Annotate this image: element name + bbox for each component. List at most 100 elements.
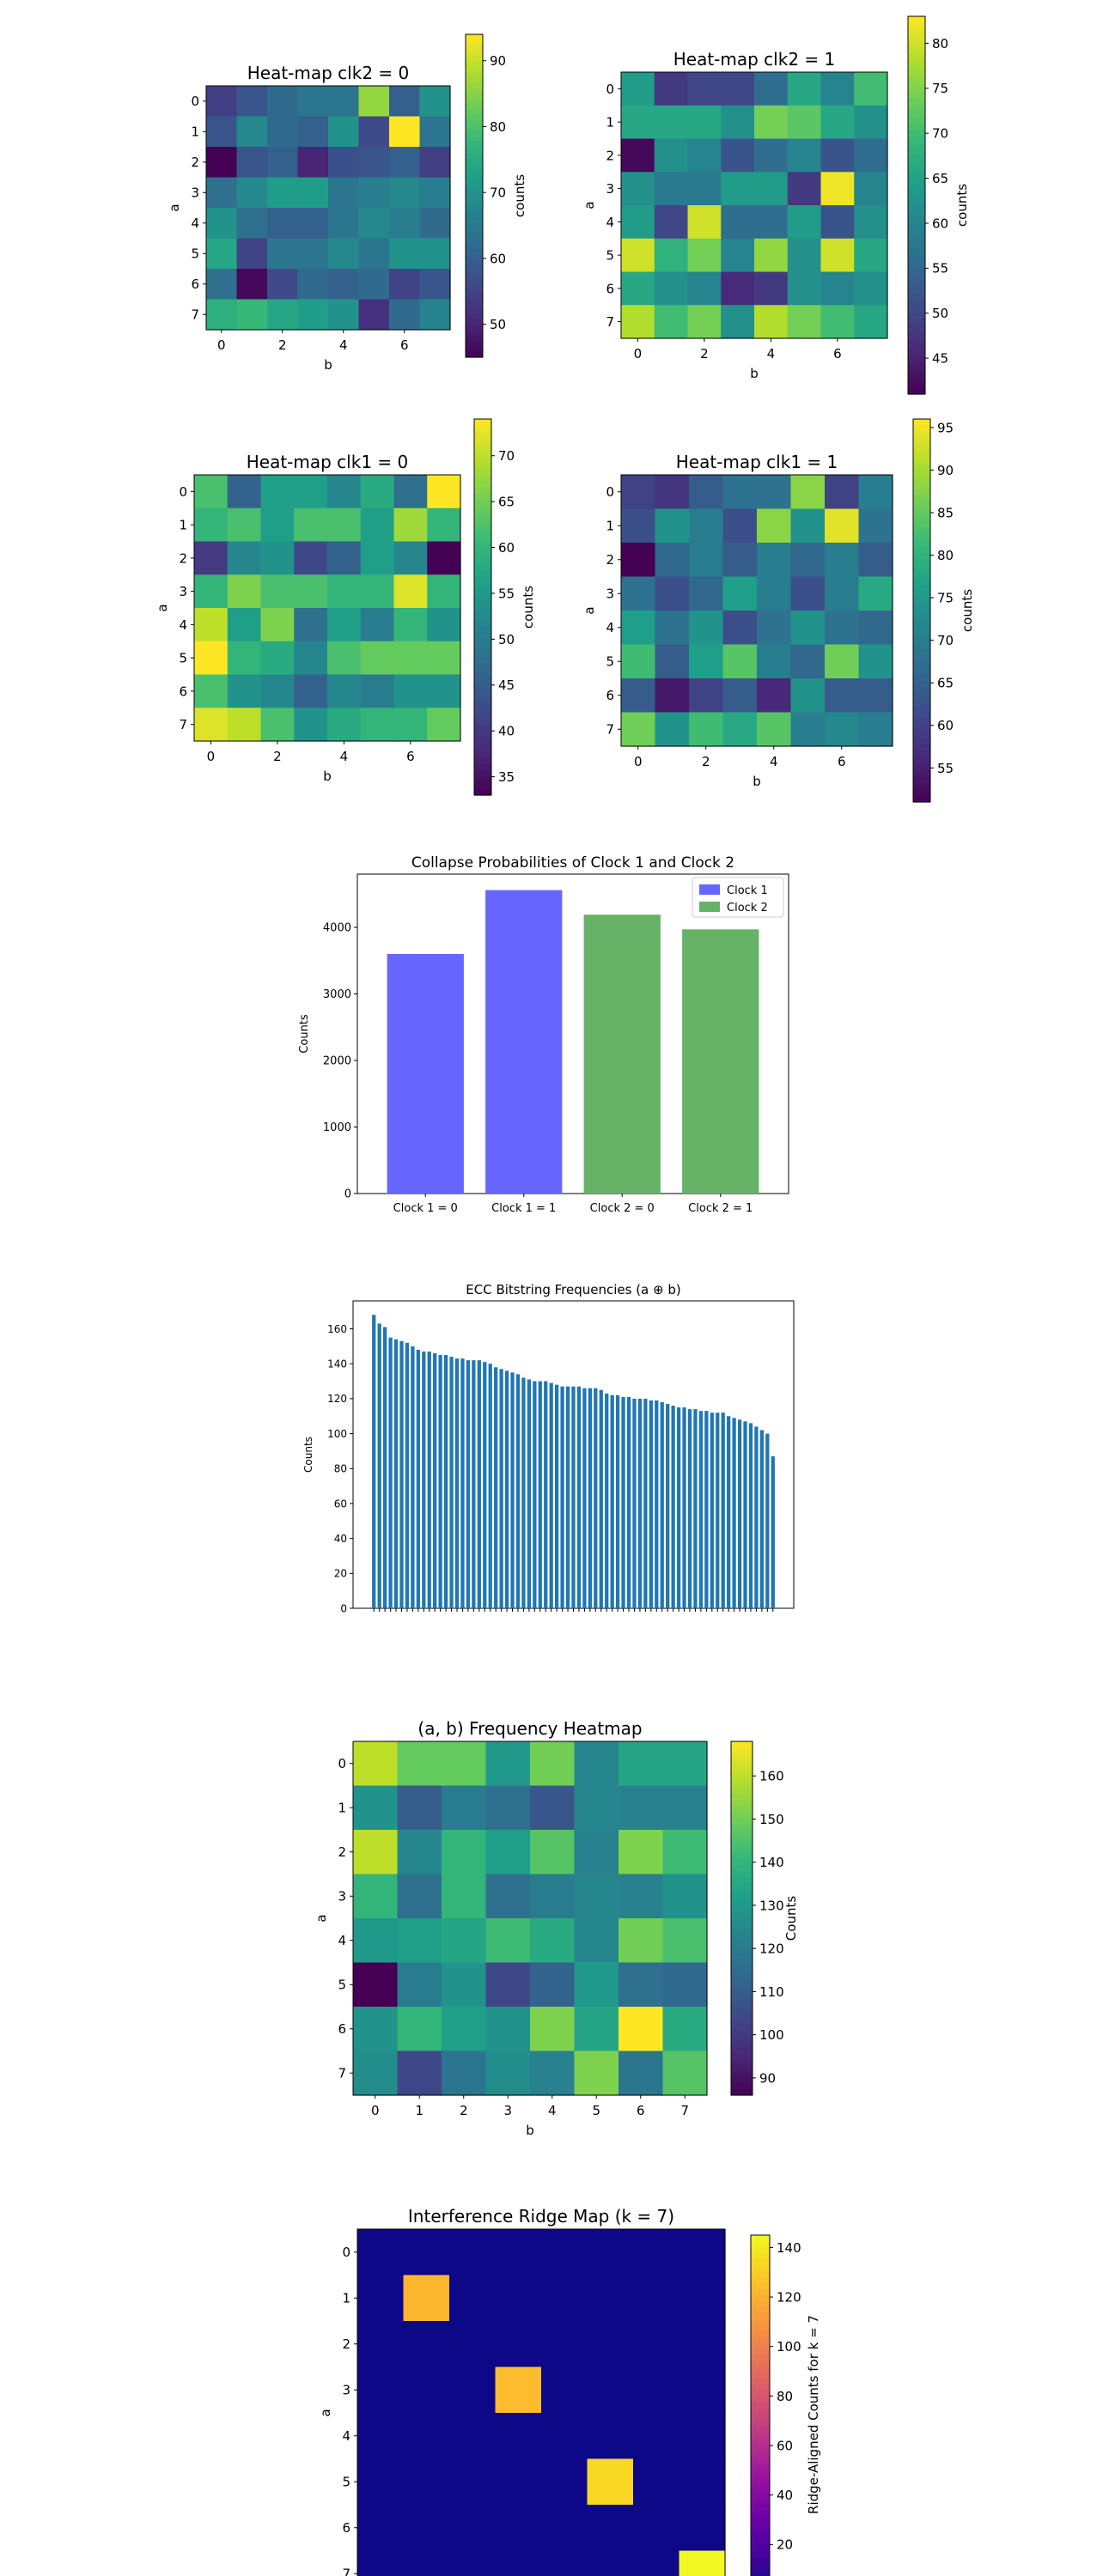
- heatmap-cell: [754, 205, 789, 240]
- colorbar-segment: [751, 2510, 770, 2518]
- heatmap-cell: [541, 2321, 588, 2368]
- colorbar-segment: [913, 719, 930, 726]
- colorbar-segment: [908, 287, 925, 295]
- colorbar-segment: [474, 569, 491, 577]
- heatmap-cell: [530, 2007, 576, 2052]
- heatmap-cell: [358, 177, 390, 209]
- colorbar-segment: [751, 2240, 770, 2248]
- x-tick-label: 0: [217, 337, 226, 353]
- colorbar-tick-label: 85: [937, 505, 954, 520]
- heatmap-7: Interference Ridge Map (k = 7)0123456701…: [318, 2206, 821, 2576]
- heatmap-cell: [574, 1741, 619, 1787]
- heatmap-cell: [820, 305, 855, 339]
- colorbar-segment: [908, 130, 925, 137]
- heatmap-cell: [757, 712, 792, 747]
- heatmap-cell: [206, 269, 238, 301]
- heatmap-cell: [722, 678, 758, 714]
- colorbar-segment: [751, 2540, 770, 2547]
- heatmap-cell: [328, 238, 360, 270]
- y-axis-label: a: [582, 606, 597, 614]
- colorbar-segment: [913, 756, 930, 764]
- heatmap-cell: [357, 2366, 405, 2414]
- heatmap-cell: [541, 2229, 588, 2276]
- heatmap-cell: [854, 172, 888, 206]
- colorbar-segment: [908, 111, 925, 118]
- colorbar-segment: [908, 281, 925, 288]
- colorbar-tick-label: 100: [777, 2339, 801, 2354]
- colorbar-segment: [474, 657, 491, 665]
- bar: [660, 1401, 664, 1608]
- colorbar-segment: [474, 600, 491, 608]
- heatmap-cell: [687, 238, 722, 273]
- x-axis-label: b: [753, 774, 761, 789]
- y-axis-label: a: [314, 1914, 329, 1922]
- y-tick-label: 0: [338, 1756, 346, 1771]
- heatmap-cell: [687, 72, 722, 106]
- colorbar-segment: [466, 115, 483, 121]
- heatmap-cell: [393, 608, 428, 642]
- colorbar-segment: [913, 642, 930, 650]
- colorbar-segment: [466, 313, 483, 320]
- y-tick-label: 0: [606, 484, 614, 500]
- heatmap-cell: [655, 475, 690, 510]
- colorbar-segment: [913, 611, 930, 618]
- heatmap-cell: [403, 2550, 450, 2576]
- colorbar-segment: [908, 293, 925, 301]
- heatmap-cell: [721, 205, 755, 240]
- heatmap-cell: [485, 2007, 531, 2052]
- heatmap-cell: [621, 205, 655, 240]
- y-axis-label: a: [318, 2409, 333, 2416]
- heatmap-cell: [297, 269, 329, 301]
- colorbar-segment: [908, 375, 925, 382]
- bar: [405, 1342, 410, 1608]
- y-tick-label: 7: [606, 314, 614, 330]
- bar: [499, 1369, 503, 1608]
- heatmap-cell: [485, 1962, 531, 2008]
- colorbar-segment: [913, 655, 930, 663]
- heatmap-cell: [206, 299, 238, 331]
- legend-swatch: [699, 902, 720, 912]
- heatmap-cell: [633, 2505, 680, 2552]
- bar: [416, 1349, 420, 1608]
- bar: [698, 1411, 704, 1608]
- heatmap-cell: [360, 475, 395, 509]
- y-tick-label: 7: [191, 307, 199, 323]
- heatmap-cell: [541, 2275, 588, 2322]
- heatmap-cell: [357, 2458, 405, 2506]
- colorbar-segment: [913, 623, 930, 630]
- colorbar-segment: [751, 2438, 770, 2445]
- heatmap-cell: [619, 1741, 664, 1787]
- colorbar-segment: [466, 77, 483, 83]
- colorbar-segment: [751, 2504, 770, 2512]
- colorbar-segment: [913, 451, 930, 459]
- heatmap-cell: [662, 2007, 708, 2052]
- colorbar-tick-label: 150: [759, 1812, 784, 1827]
- colorbar-tick-label: 65: [498, 495, 515, 510]
- heatmap-cell: [541, 2505, 588, 2552]
- heatmap-cell: [854, 205, 888, 240]
- heatmap-cell: [621, 508, 656, 544]
- y-axis-label: a: [167, 204, 182, 211]
- colorbar-segment: [908, 167, 925, 174]
- bar: [460, 1358, 465, 1609]
- heatmap-cell: [403, 2321, 450, 2368]
- colorbar-segment: [751, 2246, 770, 2254]
- heatmap-cell: [194, 541, 229, 575]
- heatmap-cell: [357, 2550, 405, 2576]
- y-tick-label: 5: [606, 654, 614, 670]
- heatmap-cell: [397, 1830, 442, 1875]
- colorbar-segment: [913, 700, 930, 708]
- heatmap-cell: [236, 269, 268, 301]
- colorbar-segment: [474, 544, 491, 551]
- y-tick-label: 0: [179, 484, 187, 500]
- colorbar-tick-label: 50: [490, 317, 506, 332]
- heatmap-cell: [619, 2007, 664, 2052]
- heatmap-cell: [427, 507, 461, 543]
- heatmap-cell: [327, 507, 362, 543]
- y-tick-label: 5: [606, 248, 614, 264]
- colorbar-segment: [474, 475, 491, 483]
- heatmap-cell: [393, 641, 428, 676]
- heatmap-cell: [236, 147, 268, 179]
- x-tick-label: 7: [680, 2103, 689, 2118]
- heatmap-cell: [689, 576, 724, 611]
